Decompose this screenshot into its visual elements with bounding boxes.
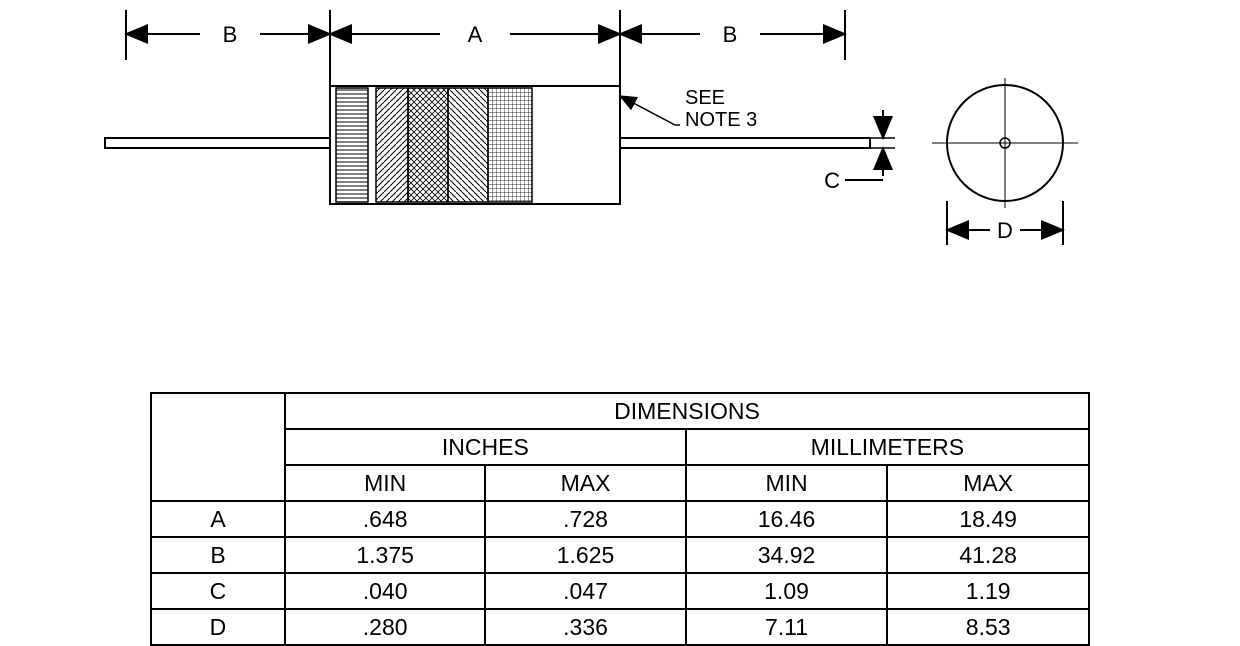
sub-header: MIN [285, 465, 485, 501]
band-1 [336, 88, 368, 202]
cell: .648 [285, 501, 485, 537]
component-diagram: B A B SEENOTE 3 C D [0, 0, 1240, 300]
row-label: B [151, 537, 285, 573]
table-row: INCHES MILLIMETERS [151, 429, 1089, 465]
dim-label-a: A [468, 22, 483, 47]
cell: 16.46 [686, 501, 888, 537]
dim-label-d: D [997, 218, 1013, 243]
unit-header-inches: INCHES [285, 429, 686, 465]
lead-right [620, 138, 870, 148]
table-title: DIMENSIONS [285, 393, 1089, 429]
cell: 18.49 [887, 501, 1089, 537]
dimensions-table: DIMENSIONS INCHES MILLIMETERS MIN MAX MI… [150, 392, 1090, 646]
table-row: B 1.375 1.625 34.92 41.28 [151, 537, 1089, 573]
cell: .280 [285, 609, 485, 645]
row-label: C [151, 573, 285, 609]
cell: .040 [285, 573, 485, 609]
band-2 [376, 88, 408, 202]
sub-header: MAX [485, 465, 685, 501]
cell: .336 [485, 609, 685, 645]
sub-header: MIN [686, 465, 888, 501]
cell: 1.625 [485, 537, 685, 573]
lead-left [105, 138, 330, 148]
band-5 [488, 88, 532, 202]
cell: 1.375 [285, 537, 485, 573]
dim-label-c: C [824, 168, 840, 193]
cell: 8.53 [887, 609, 1089, 645]
unit-header-mm: MILLIMETERS [686, 429, 1089, 465]
cell: 1.19 [887, 573, 1089, 609]
dim-label-b-right: B [723, 22, 738, 47]
note-text: SEENOTE 3 [685, 87, 757, 131]
cell: 41.28 [887, 537, 1089, 573]
row-label: D [151, 609, 285, 645]
table-row: D .280 .336 7.11 8.53 [151, 609, 1089, 645]
band-3 [408, 88, 448, 202]
table-row: MIN MAX MIN MAX [151, 465, 1089, 501]
cell: 7.11 [686, 609, 888, 645]
cell: .728 [485, 501, 685, 537]
cell: .047 [485, 573, 685, 609]
dim-label-b-left: B [223, 22, 238, 47]
cell: 34.92 [686, 537, 888, 573]
cell: 1.09 [686, 573, 888, 609]
table-row: A .648 .728 16.46 18.49 [151, 501, 1089, 537]
table-row: DIMENSIONS [151, 393, 1089, 429]
dimensions-table-container: DIMENSIONS INCHES MILLIMETERS MIN MAX MI… [150, 392, 1090, 646]
band-4 [448, 88, 488, 202]
sub-header: MAX [887, 465, 1089, 501]
row-label: A [151, 501, 285, 537]
table-row: C .040 .047 1.09 1.19 [151, 573, 1089, 609]
